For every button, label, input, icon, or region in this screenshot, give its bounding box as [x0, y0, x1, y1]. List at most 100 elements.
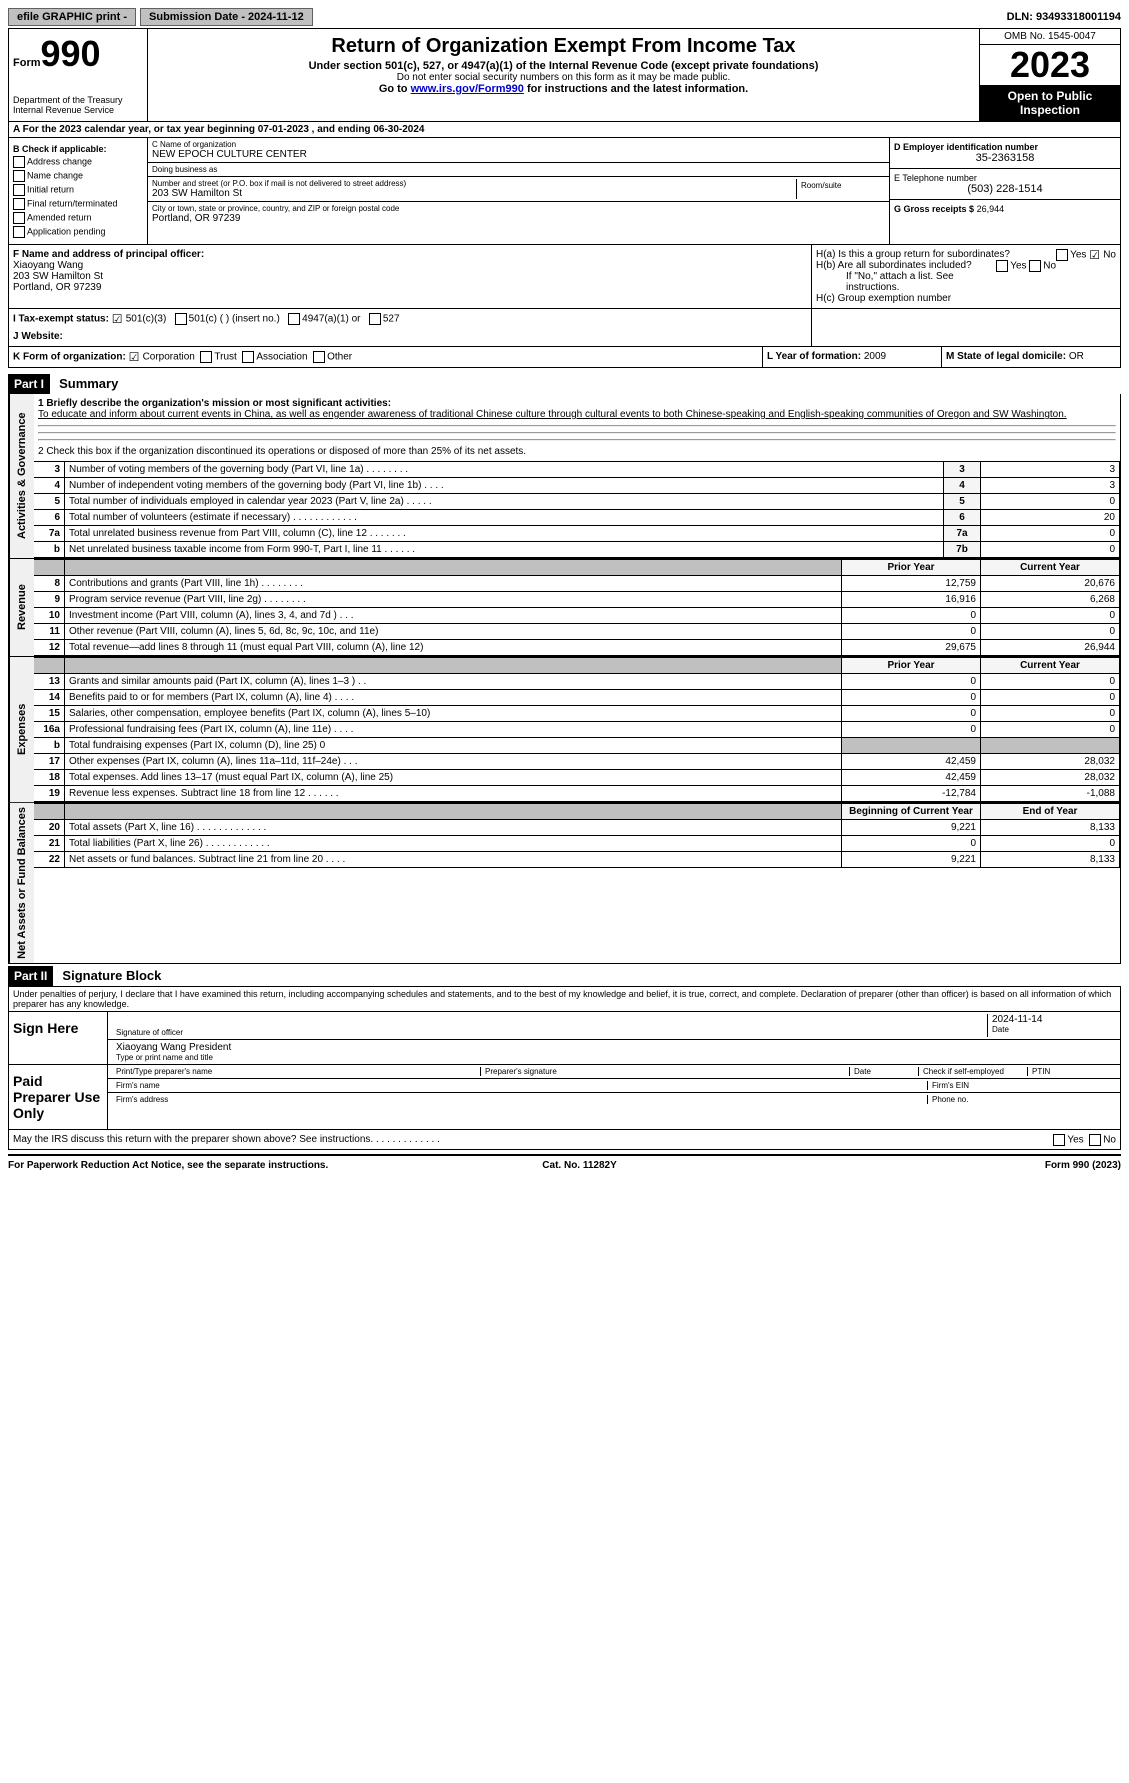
line-num: 21 — [34, 836, 65, 852]
box-c: C Name of organization NEW EPOCH CULTURE… — [148, 138, 890, 244]
i-4947[interactable] — [288, 313, 300, 325]
col-hdr: Current Year — [981, 658, 1120, 674]
efile-btn[interactable]: efile GRAPHIC print - — [8, 8, 136, 26]
line-desc: Total fundraising expenses (Part IX, col… — [65, 738, 842, 754]
subtitle-2: Do not enter social security numbers on … — [152, 72, 975, 83]
line-lbl: 4 — [944, 478, 981, 494]
chk-final[interactable]: Final return/terminated — [13, 198, 143, 210]
i-527[interactable] — [369, 313, 381, 325]
current-val: 8,133 — [981, 852, 1120, 868]
ptin-lbl: PTIN — [1028, 1067, 1116, 1076]
submission-btn[interactable]: Submission Date - 2024-11-12 — [140, 8, 313, 26]
line-desc: Total number of volunteers (estimate if … — [65, 510, 944, 526]
line-num: 9 — [34, 592, 65, 608]
irs-link[interactable]: www.irs.gov/Form990 — [411, 83, 524, 95]
firm-addr-lbl: Firm's address — [112, 1095, 928, 1104]
hb-no[interactable] — [1029, 260, 1041, 272]
ha-no[interactable]: ☑ — [1089, 250, 1101, 260]
line-desc: Salaries, other compensation, employee b… — [65, 706, 842, 722]
part1-ag: Activities & Governance 1 Briefly descri… — [8, 394, 1121, 559]
form-header: Form990 Department of the Treasury Inter… — [8, 28, 1121, 122]
footer-right: Form 990 (2023) — [1045, 1160, 1121, 1171]
current-val: 8,133 — [981, 820, 1120, 836]
footer-mid: Cat. No. 11282Y — [542, 1160, 616, 1171]
discuss-yes[interactable] — [1053, 1134, 1065, 1146]
officer-name: Xiaoyang Wang — [13, 260, 807, 271]
ein: 35-2363158 — [894, 152, 1116, 164]
line-lbl: 5 — [944, 494, 981, 510]
line-lbl: 3 — [944, 462, 981, 478]
firm-name-lbl: Firm's name — [112, 1081, 928, 1090]
box-b-title: B Check if applicable: — [13, 144, 143, 154]
line-num: 14 — [34, 690, 65, 706]
footer-left: For Paperwork Reduction Act Notice, see … — [8, 1160, 328, 1171]
line-desc: Number of voting members of the governin… — [65, 462, 944, 478]
chk-initial[interactable]: Initial return — [13, 184, 143, 196]
ha-yes[interactable] — [1056, 249, 1068, 261]
f-lbl: F Name and address of principal officer: — [13, 249, 807, 260]
signature-block: Sign Here Signature of officer 2024-11-1… — [8, 1012, 1121, 1130]
line-desc: Total assets (Part X, line 16) . . . . .… — [65, 820, 842, 836]
officer-addr1: 203 SW Hamilton St — [13, 271, 807, 282]
prior-val: 0 — [842, 836, 981, 852]
part1-exp: Expenses Prior Year Current Year13 Grant… — [8, 657, 1121, 803]
k-other[interactable] — [313, 351, 325, 363]
line-lbl: 6 — [944, 510, 981, 526]
j-lbl: J Website: — [13, 331, 63, 342]
part1-hdr: Part I — [8, 374, 50, 394]
form-title: Return of Organization Exempt From Incom… — [152, 35, 975, 58]
line-num: 15 — [34, 706, 65, 722]
current-val: 6,268 — [981, 592, 1120, 608]
firm-ein-lbl: Firm's EIN — [928, 1081, 1116, 1090]
prior-val: 12,759 — [842, 576, 981, 592]
city-lbl: City or town, state or province, country… — [152, 204, 885, 213]
prior-val: 0 — [842, 690, 981, 706]
part1-rev: Revenue Prior Year Current Year8 Contrib… — [8, 559, 1121, 657]
line-desc: Number of independent voting members of … — [65, 478, 944, 494]
current-val: 0 — [981, 690, 1120, 706]
line-num: 18 — [34, 770, 65, 786]
prior-val: 42,459 — [842, 770, 981, 786]
line-desc: Benefits paid to or for members (Part IX… — [65, 690, 842, 706]
omb-number: OMB No. 1545-0047 — [980, 29, 1120, 45]
line-lbl: 7a — [944, 526, 981, 542]
box-d: D Employer identification number 35-2363… — [890, 138, 1120, 244]
ha: H(a) Is this a group return for subordin… — [816, 249, 1116, 260]
chk-pending[interactable]: Application pending — [13, 226, 143, 238]
i-501c[interactable] — [175, 313, 187, 325]
officer-addr2: Portland, OR 97239 — [13, 282, 807, 293]
self-emp: Check if self-employed — [919, 1067, 1028, 1076]
line-desc: Revenue less expenses. Subtract line 18 … — [65, 786, 842, 802]
k-corp[interactable]: ☑ — [129, 352, 141, 362]
line-num: 19 — [34, 786, 65, 802]
line-num: 8 — [34, 576, 65, 592]
topbar: efile GRAPHIC print - Submission Date - … — [8, 8, 1121, 26]
subtitle-3: Go to www.irs.gov/Form990 for instructio… — [152, 83, 975, 95]
col-hdr: Prior Year — [842, 560, 981, 576]
chk-amended[interactable]: Amended return — [13, 212, 143, 224]
discuss-row: May the IRS discuss this return with the… — [8, 1130, 1121, 1150]
k-assoc[interactable] — [242, 351, 254, 363]
k-trust[interactable] — [200, 351, 212, 363]
chk-name[interactable]: Name change — [13, 170, 143, 182]
line-num: 10 — [34, 608, 65, 624]
type-lbl: Type or print name and title — [116, 1053, 1112, 1062]
line-num: 13 — [34, 674, 65, 690]
col-hdr: Current Year — [981, 560, 1120, 576]
i-501c3[interactable]: ☑ — [112, 314, 124, 324]
discuss-no[interactable] — [1089, 1134, 1101, 1146]
current-val: -1,088 — [981, 786, 1120, 802]
info-block: B Check if applicable: Address change Na… — [8, 138, 1121, 245]
part1-na: Net Assets or Fund Balances Beginning of… — [8, 803, 1121, 964]
line-num: 3 — [34, 462, 65, 478]
row-a: A For the 2023 calendar year, or tax yea… — [8, 122, 1121, 138]
current-val — [981, 738, 1120, 754]
tax-year: 2023 — [980, 45, 1120, 85]
hb-yes[interactable] — [996, 260, 1008, 272]
chk-address[interactable]: Address change — [13, 156, 143, 168]
part2-title: Signature Block — [56, 965, 167, 986]
k-lbl: K Form of organization: — [13, 352, 126, 363]
table-rev: Prior Year Current Year8 Contributions a… — [34, 559, 1120, 656]
city: Portland, OR 97239 — [152, 213, 885, 224]
prior-val: 0 — [842, 674, 981, 690]
